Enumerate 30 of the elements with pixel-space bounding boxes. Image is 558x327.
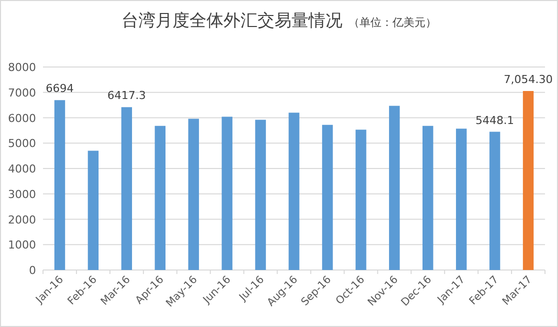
y-tick-label: 0 (29, 264, 36, 277)
bar (255, 120, 266, 270)
y-tick-label: 8000 (8, 61, 36, 74)
y-tick-label: 1000 (8, 238, 36, 252)
y-tick-label: 3000 (8, 188, 36, 201)
data-label: 7,054.30 (504, 72, 553, 86)
bar (522, 90, 534, 270)
bar (154, 126, 166, 270)
bar (489, 132, 500, 270)
bar (222, 116, 232, 270)
bar (456, 128, 467, 270)
bar (88, 150, 99, 270)
data-label: 6694 (46, 82, 74, 96)
y-tick-label: 4000 (8, 162, 36, 176)
y-tick-label: 2000 (8, 213, 36, 226)
bar (422, 126, 434, 270)
bar (389, 106, 400, 270)
y-tick-label: 7000 (8, 86, 36, 100)
bar (54, 100, 66, 270)
bar (121, 107, 132, 270)
chart-title: 台湾月度全体外汇交易量情况 (122, 11, 342, 31)
chart-subtitle: （单位：亿美元） (348, 16, 436, 29)
y-tick-label: 6000 (8, 112, 36, 125)
bar (188, 118, 199, 270)
bar (356, 130, 366, 270)
data-label: 5448.1 (476, 114, 514, 127)
y-tick-label: 5000 (8, 137, 36, 150)
data-label: 6417.3 (107, 89, 146, 102)
bar (322, 124, 333, 270)
bar (288, 112, 300, 270)
